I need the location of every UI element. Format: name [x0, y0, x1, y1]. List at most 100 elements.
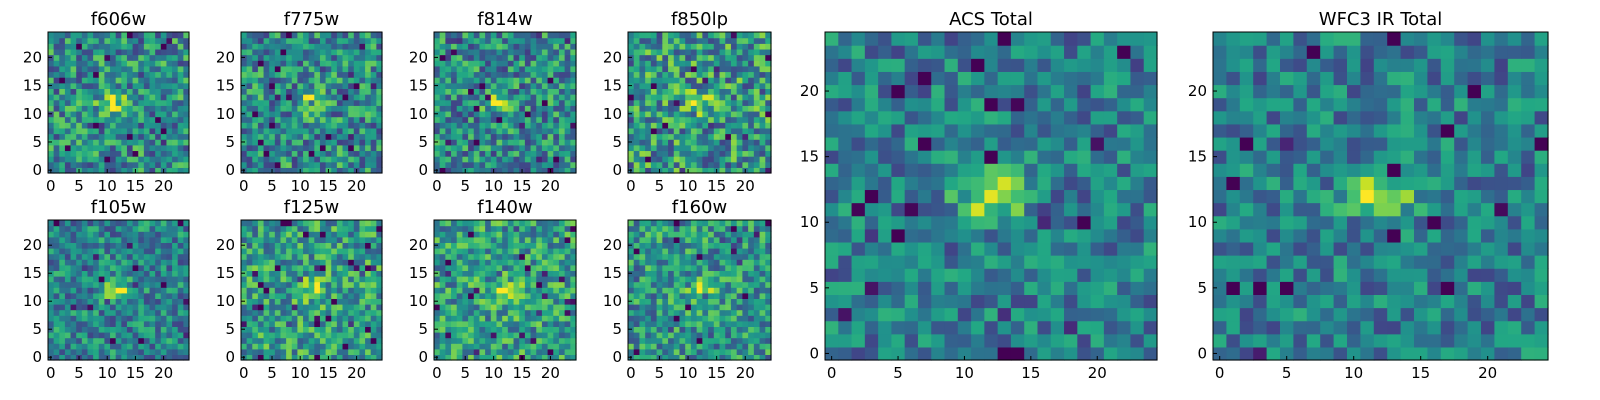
- heatmap-cell: [502, 242, 509, 249]
- heatmap-cell: [138, 270, 145, 277]
- heatmap-cell: [485, 127, 492, 135]
- axes-frame: [47, 31, 190, 174]
- heatmap-cell: [48, 348, 55, 355]
- heatmap-cell: [319, 264, 327, 271]
- heatmap-cell: [524, 332, 532, 339]
- heatmap-cell: [115, 298, 122, 305]
- heatmap-cell: [519, 231, 526, 238]
- heatmap-cell: [291, 231, 298, 238]
- heatmap-cell: [742, 337, 749, 344]
- heatmap-cell: [530, 231, 537, 238]
- heatmap-cell: [541, 348, 549, 355]
- heatmap-cell: [331, 326, 338, 333]
- heatmap-cell: [331, 259, 338, 266]
- heatmap-cell: [246, 150, 253, 157]
- heatmap-cell: [132, 99, 139, 106]
- heatmap-cell: [496, 71, 503, 78]
- heatmap-cell: [155, 127, 162, 135]
- heatmap-cell: [246, 144, 253, 152]
- heatmap-cell: [331, 43, 338, 50]
- heatmap-cell: [87, 65, 94, 73]
- heatmap-cell: [336, 167, 344, 174]
- heatmap-cell: [98, 144, 105, 152]
- heatmap-cell: [87, 144, 94, 152]
- heatmap-cell: [104, 309, 111, 316]
- heatmap-cell: [115, 43, 122, 50]
- heatmap-cell: [736, 65, 743, 73]
- heatmap-cell: [269, 276, 276, 283]
- heatmap-cell: [513, 133, 520, 140]
- heatmap-cell: [439, 292, 446, 299]
- heatmap-cell: [308, 161, 315, 168]
- heatmap-cell: [257, 144, 265, 152]
- heatmap-cell: [485, 77, 492, 84]
- heatmap-cell: [451, 309, 458, 316]
- heatmap-cell: [81, 281, 89, 288]
- heatmap-cell: [439, 116, 446, 123]
- heatmap-cell: [172, 248, 179, 255]
- heatmap-cell: [319, 37, 327, 44]
- heatmap-cell: [748, 276, 755, 283]
- heatmap-cell: [730, 37, 738, 44]
- heatmap-cell: [524, 343, 532, 350]
- heatmap-cell: [513, 65, 520, 73]
- heatmap-cell: [456, 348, 463, 355]
- heatmap-cell: [104, 225, 111, 232]
- heatmap-cell: [59, 156, 66, 163]
- heatmap-cell: [496, 110, 503, 118]
- heatmap-cell: [439, 167, 446, 174]
- heatmap-cell: [502, 264, 509, 271]
- heatmap-cell: [155, 48, 162, 56]
- heatmap-cell: [564, 54, 571, 61]
- heatmap-cell: [541, 71, 549, 78]
- heatmap-cell: [149, 99, 156, 106]
- heatmap-cell: [519, 253, 526, 260]
- heatmap-cell: [59, 326, 66, 333]
- heatmap-cell: [553, 48, 560, 56]
- heatmap-cell: [93, 298, 100, 305]
- heatmap-cell: [138, 88, 145, 95]
- heatmap-cell: [662, 259, 669, 266]
- heatmap-cell: [121, 248, 128, 255]
- heatmap-cell: [183, 332, 190, 339]
- heatmap-cell: [314, 77, 321, 84]
- heatmap-cell: [104, 242, 111, 249]
- heatmap-cell: [342, 348, 349, 355]
- heatmap-cell: [64, 161, 72, 168]
- heatmap-cell: [507, 54, 515, 61]
- heatmap-cell: [336, 127, 344, 135]
- heatmap-cell: [160, 161, 168, 168]
- heatmap-cell: [536, 43, 543, 50]
- heatmap-cell: [536, 156, 543, 163]
- heatmap-cell: [536, 133, 543, 140]
- heatmap-cell: [274, 332, 282, 339]
- heatmap-cell: [553, 88, 560, 95]
- heatmap-cell: [547, 94, 554, 101]
- heatmap-cell: [502, 354, 509, 361]
- heatmap-cell: [98, 110, 105, 118]
- heatmap-cell: [64, 220, 72, 227]
- heatmap-cell: [98, 298, 105, 305]
- heatmap-cell: [93, 242, 100, 249]
- heatmap-cell: [59, 231, 66, 238]
- heatmap-cell: [274, 281, 282, 288]
- heatmap-cell: [668, 304, 675, 311]
- heatmap-cell: [342, 281, 349, 288]
- heatmap-cell: [126, 150, 134, 157]
- heatmap-cell: [166, 326, 173, 333]
- heatmap-cell: [59, 99, 66, 106]
- heatmap-cell: [748, 281, 755, 288]
- heatmap-cell: [115, 354, 122, 361]
- heatmap-cell: [628, 99, 635, 106]
- heatmap-cell: [166, 231, 173, 238]
- heatmap-cell: [59, 65, 66, 73]
- heatmap-cell: [530, 110, 537, 118]
- heatmap-cell: [48, 116, 55, 123]
- heatmap-cell: [319, 315, 327, 322]
- heatmap-cell: [376, 298, 383, 305]
- heatmap-cell: [286, 94, 293, 101]
- heatmap-cell: [434, 276, 441, 283]
- heatmap-cell: [468, 60, 475, 67]
- heatmap-cell: [297, 116, 304, 123]
- heatmap-cell: [252, 144, 259, 152]
